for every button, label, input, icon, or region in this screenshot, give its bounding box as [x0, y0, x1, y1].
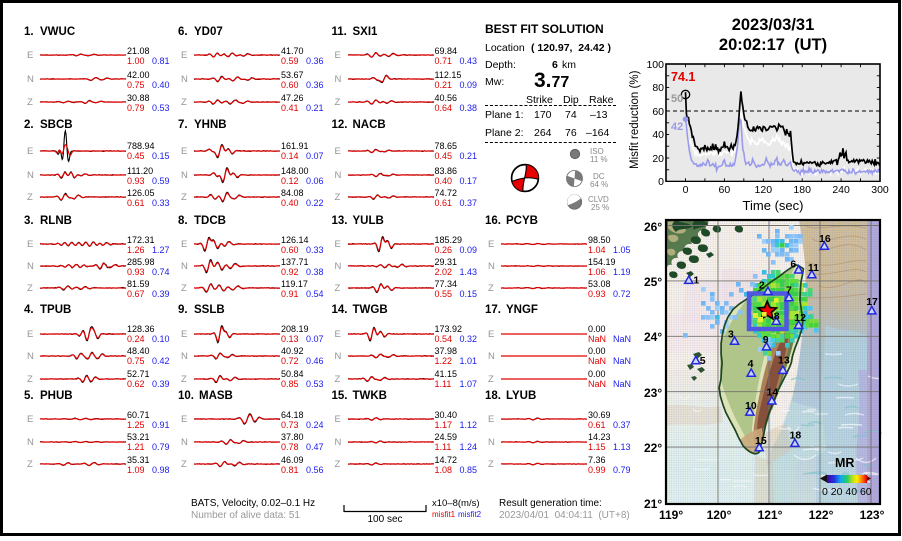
svg-text:18: 18 — [790, 430, 802, 442]
svg-text:9: 9 — [763, 334, 769, 346]
svg-text:10: 10 — [745, 400, 757, 412]
svg-text:6: 6 — [790, 259, 796, 271]
svg-text:16: 16 — [819, 233, 831, 245]
svg-text:14: 14 — [767, 387, 779, 399]
svg-text:4: 4 — [748, 358, 754, 370]
svg-text:13: 13 — [778, 355, 790, 367]
svg-text:7: 7 — [786, 284, 792, 296]
svg-text:15: 15 — [755, 435, 767, 447]
svg-text:2: 2 — [759, 279, 765, 291]
svg-text:17: 17 — [866, 296, 878, 308]
svg-text:MR: MR — [835, 456, 854, 470]
svg-text:5: 5 — [700, 355, 706, 367]
svg-text:3: 3 — [728, 328, 734, 340]
svg-text:8: 8 — [774, 311, 780, 323]
svg-text:11: 11 — [808, 262, 819, 274]
svg-text:12: 12 — [794, 312, 806, 324]
svg-text:0 20 40 60: 0 20 40 60 — [822, 486, 872, 498]
svg-text:1: 1 — [693, 274, 699, 286]
